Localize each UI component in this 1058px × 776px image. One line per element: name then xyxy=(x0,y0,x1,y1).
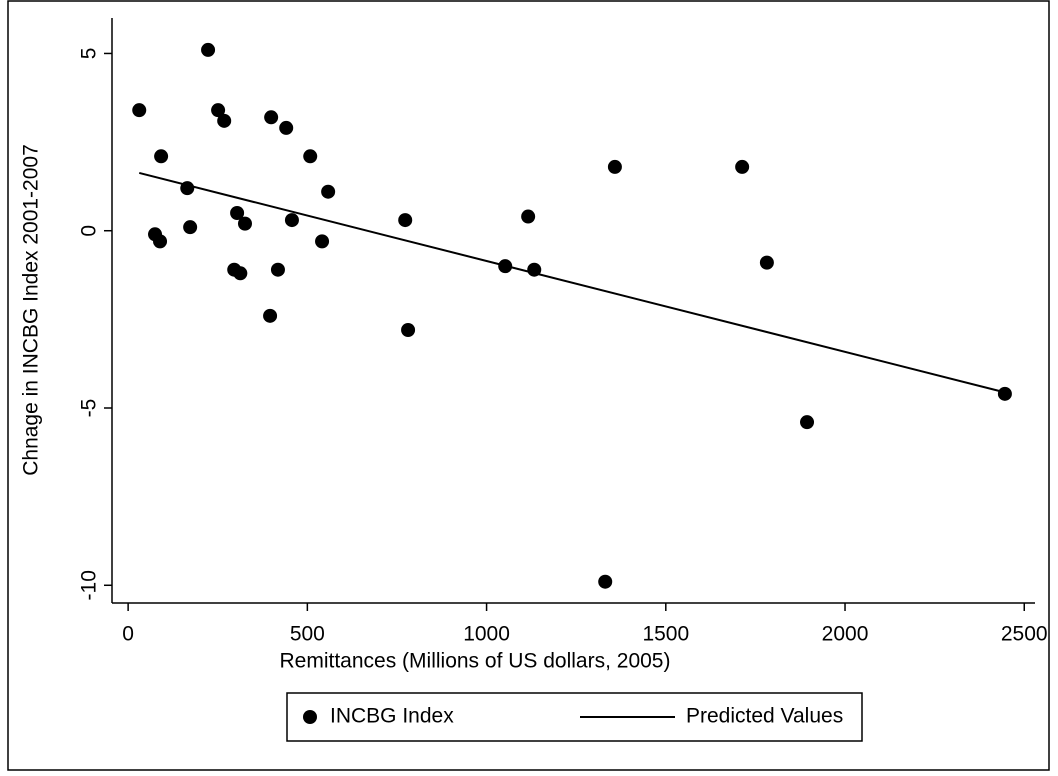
x-axis-title: Remittances (Millions of US dollars, 200… xyxy=(280,650,671,673)
data-point xyxy=(598,574,613,589)
data-point xyxy=(521,209,536,224)
legend-symbol xyxy=(303,710,317,724)
data-point xyxy=(279,120,294,135)
data-point xyxy=(735,159,750,174)
data-point xyxy=(401,323,416,337)
x-tick-label: 500 xyxy=(290,623,325,646)
data-point xyxy=(263,308,278,323)
data-point xyxy=(237,216,252,231)
data-point xyxy=(153,234,168,249)
data-point xyxy=(154,149,169,164)
x-tick-label: 1000 xyxy=(463,623,510,646)
fit-line xyxy=(138,171,1006,394)
data-point xyxy=(759,255,774,270)
data-point xyxy=(800,415,815,430)
data-point xyxy=(303,149,318,164)
data-point xyxy=(230,206,245,220)
x-tick-label: 2000 xyxy=(822,623,869,646)
data-point xyxy=(607,159,622,174)
data-point xyxy=(233,266,248,281)
y-axis-title: Chnage in INCBG Index 2001-2007 xyxy=(20,144,43,476)
y-tick-label: -5 xyxy=(78,399,101,418)
data-point xyxy=(315,234,330,249)
x-tick-label: 1500 xyxy=(642,623,689,646)
legend-label: Predicted Values xyxy=(686,705,843,728)
data-point xyxy=(270,262,285,277)
data-point xyxy=(997,386,1012,401)
y-tick-label: -10 xyxy=(78,570,101,600)
data-point xyxy=(398,213,413,228)
x-tick-label: 2500 xyxy=(1001,623,1048,646)
data-point xyxy=(264,110,279,125)
legend xyxy=(286,692,863,742)
legend-label: INCBG Index xyxy=(330,705,454,728)
data-point xyxy=(211,103,226,118)
frame xyxy=(7,0,1050,771)
data-point xyxy=(201,42,216,57)
y-tick-label: 0 xyxy=(78,225,101,237)
data-point xyxy=(217,113,232,128)
data-point xyxy=(321,184,336,199)
x-tick-label: 0 xyxy=(122,623,134,646)
data-point xyxy=(284,213,299,228)
y-tick-label: 5 xyxy=(78,48,101,60)
data-point xyxy=(132,103,147,118)
data-point xyxy=(183,220,198,235)
